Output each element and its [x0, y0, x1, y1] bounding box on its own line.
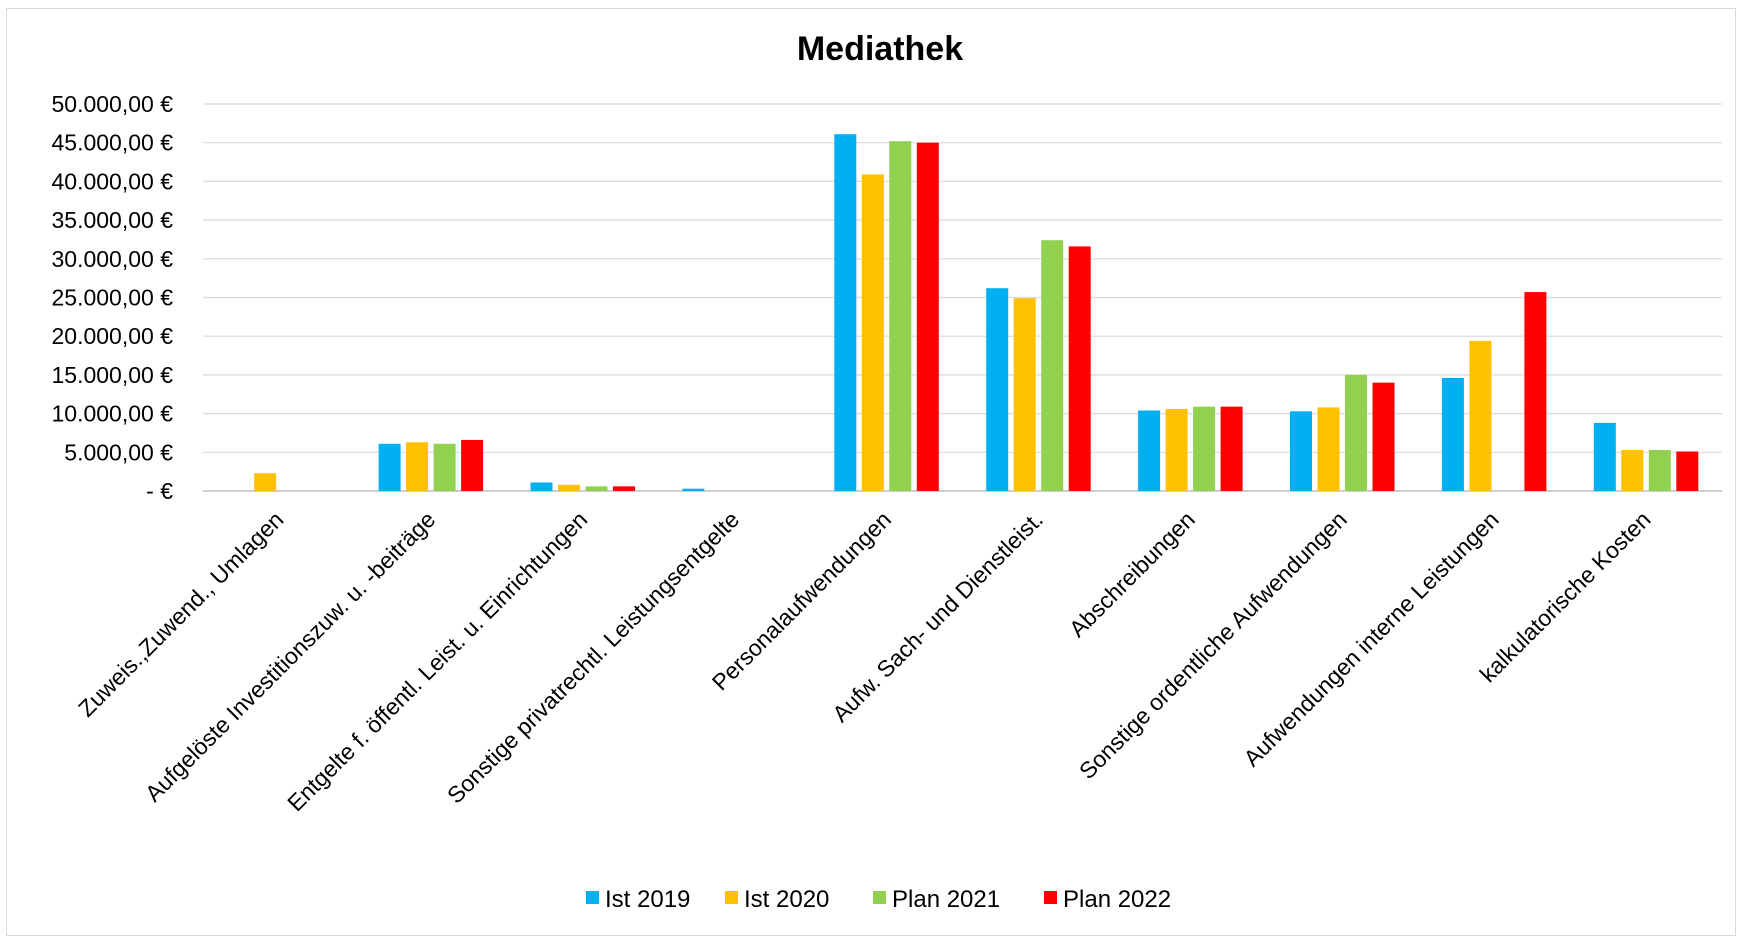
bar-plan-2021 — [889, 141, 912, 492]
y-tick-label: 25.000,00 € — [51, 285, 173, 311]
bar-ist-2019 — [986, 288, 1009, 491]
bar-plan-2021 — [585, 486, 608, 491]
x-tick-label: kalkulatorische Kosten — [1474, 506, 1655, 687]
bar-plan-2022 — [1068, 246, 1091, 491]
legend-label: Plan 2021 — [892, 886, 1000, 913]
bar-ist-2019 — [1441, 377, 1464, 491]
y-tick-label: 15.000,00 € — [51, 362, 173, 388]
bar-ist-2019 — [378, 443, 401, 491]
legend-swatch — [1044, 891, 1057, 904]
legend-label: Ist 2019 — [605, 886, 690, 913]
y-tick-label: 40.000,00 € — [51, 168, 173, 194]
bar-plan-2021 — [1345, 374, 1367, 491]
bar-plan-2022 — [613, 486, 635, 491]
legend-label: Ist 2020 — [744, 886, 829, 913]
bar-ist-2020 — [1621, 449, 1644, 491]
legend-swatch — [586, 891, 599, 904]
bar-ist-2019 — [530, 482, 553, 491]
bars — [254, 134, 1699, 492]
bar-plan-2022 — [1220, 406, 1243, 491]
x-tick-label: Sonstige privatrechtl. Leistungsentgelte — [442, 506, 744, 808]
bar-ist-2020 — [861, 174, 884, 491]
bar-ist-2020 — [1469, 340, 1492, 491]
bar-ist-2019 — [834, 134, 857, 491]
x-tick-label: Abschreibungen — [1064, 506, 1200, 642]
y-tick-label: 5.000,00 € — [64, 439, 173, 465]
bar-plan-2021 — [1648, 449, 1671, 491]
bar-ist-2020 — [1165, 408, 1188, 491]
y-tick-label: 45.000,00 € — [51, 130, 173, 156]
bar-ist-2019 — [682, 488, 705, 491]
legend: Ist 2019 Ist 2020 Plan 2021 Plan 2022 — [586, 886, 1171, 913]
y-tick-label: 50.000,00 € — [51, 91, 173, 117]
x-tick-label: Sonstige ordentliche Aufwendungen — [1074, 506, 1352, 784]
bar-plan-2022 — [916, 142, 939, 491]
bar-plan-2021 — [1041, 240, 1064, 491]
y-tick-label: - € — [146, 478, 173, 504]
y-tick-label: 35.000,00 € — [51, 207, 173, 233]
bar-ist-2019 — [1593, 422, 1616, 491]
bar-ist-2020 — [406, 442, 429, 491]
y-axis: - € 5.000,00 € 10.000,00 € 15.000,00 € 20.00… — [51, 91, 173, 504]
y-tick-label: 10.000,00 € — [51, 401, 173, 427]
chart-title: Mediathek — [797, 30, 963, 68]
legend-swatch — [873, 891, 886, 904]
bar-plan-2021 — [1193, 406, 1216, 491]
bar-ist-2020 — [558, 484, 580, 491]
legend-label: Plan 2022 — [1063, 886, 1171, 913]
x-tick-label: Aufgelöste Investitionszuw. u. -beiträge — [140, 506, 440, 806]
x-tick-label: Entgelte f. öffentl. Leist. u. Einrichtu… — [282, 506, 592, 816]
y-tick-label: 30.000,00 € — [51, 246, 173, 272]
bar-plan-2022 — [461, 439, 484, 491]
bar-ist-2020 — [1013, 298, 1036, 491]
legend-swatch — [725, 891, 738, 904]
bar-ist-2020 — [254, 473, 277, 491]
y-tick-label: 20.000,00 € — [51, 323, 173, 349]
gridlines — [203, 103, 1722, 492]
bar-plan-2022 — [1676, 451, 1699, 491]
x-tick-label: Aufwendungen interne Leistungen — [1238, 506, 1503, 771]
bar-ist-2019 — [1138, 410, 1161, 491]
bar-plan-2022 — [1524, 292, 1547, 491]
bar-ist-2019 — [1290, 411, 1312, 491]
bar-plan-2022 — [1372, 382, 1395, 491]
bar-plan-2021 — [433, 443, 456, 491]
bar-ist-2020 — [1317, 407, 1340, 491]
